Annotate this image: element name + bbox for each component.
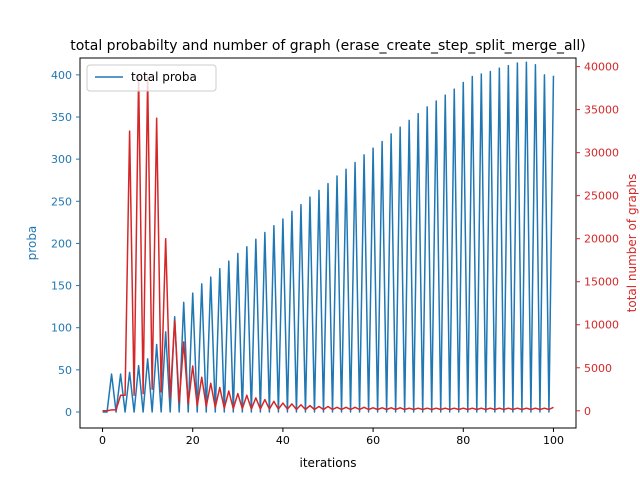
series-layer <box>102 61 555 413</box>
right-y-tick-label: 10000 <box>584 319 619 332</box>
x-tick-label: 80 <box>456 434 470 447</box>
left-y-tick-label: 150 <box>51 280 72 293</box>
right-y-tick-label: 20000 <box>584 233 619 246</box>
x-tick-label: 60 <box>366 434 380 447</box>
left-y-tick-label: 200 <box>51 237 72 250</box>
chart-title: total probabilty and number of graph (er… <box>70 38 586 54</box>
x-tick-label: 0 <box>99 434 106 447</box>
legend: total proba <box>86 64 217 92</box>
right-y-tick-label: 40000 <box>584 61 619 74</box>
x-axis-label: iterations <box>300 456 357 470</box>
x-tick-label: 100 <box>543 434 564 447</box>
right-y-tick-label: 5000 <box>584 362 612 375</box>
left-y-tick-label: 50 <box>58 364 72 377</box>
left-y-tick-label: 0 <box>65 406 72 419</box>
right-y-axis-label: total number of graphs <box>625 174 639 313</box>
left-y-tick-label: 400 <box>51 69 72 82</box>
x-tick-label: 20 <box>186 434 200 447</box>
series-line-total-number-of-graphs <box>102 74 554 412</box>
left-y-tick-label: 100 <box>51 322 72 335</box>
x-axis: 0 20 40 60 80 100 <box>99 428 564 447</box>
left-y-tick-label: 300 <box>51 153 72 166</box>
x-tick-label: 40 <box>276 434 290 447</box>
right-y-axis: 0 5000 10000 15000 20000 25000 30000 35000 40000 <box>576 61 619 418</box>
left-y-tick-label: 250 <box>51 195 72 208</box>
right-y-tick-label: 25000 <box>584 190 619 203</box>
right-y-tick-label: 35000 <box>584 104 619 117</box>
legend-entry-total-proba: total proba <box>131 70 197 84</box>
left-y-axis: 0 50 100 150 200 250 300 350 400 <box>51 69 80 419</box>
right-y-tick-label: 30000 <box>584 147 619 160</box>
right-y-tick-label: 0 <box>584 405 591 418</box>
right-y-tick-label: 15000 <box>584 276 619 289</box>
left-y-axis-label: proba <box>25 226 39 261</box>
left-y-tick-label: 350 <box>51 111 72 124</box>
legend-box <box>86 64 217 92</box>
